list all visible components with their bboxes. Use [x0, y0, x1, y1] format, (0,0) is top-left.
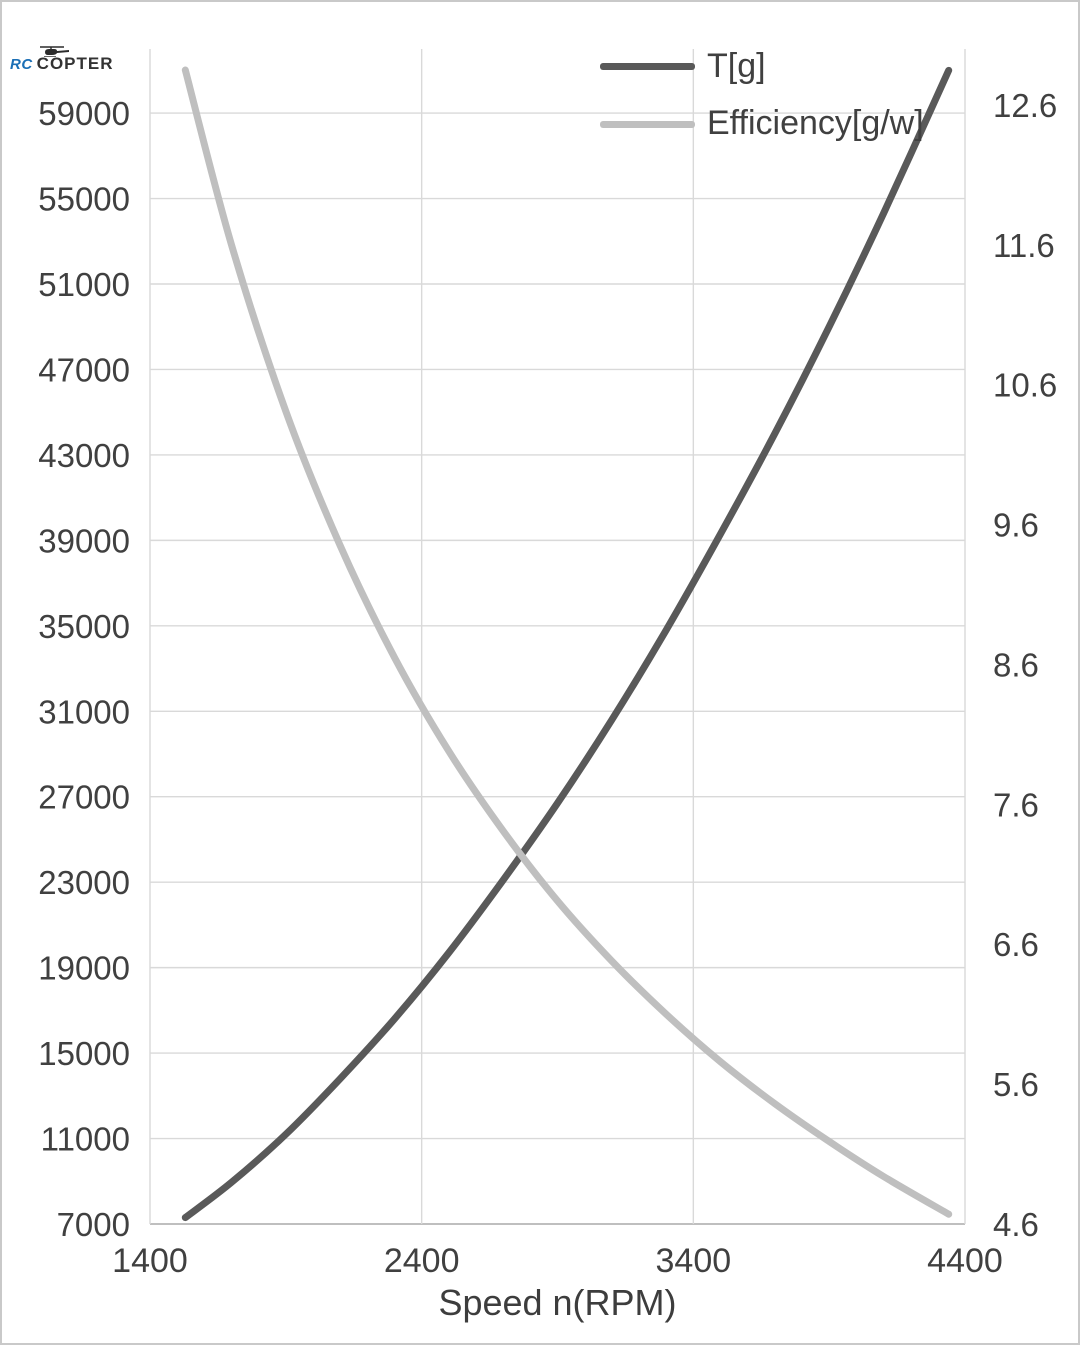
y-right-tick-label: 10.6 — [993, 367, 1057, 404]
y-left-tick-label: 59000 — [38, 95, 130, 132]
series-line-t-g- — [181, 66, 953, 1222]
y-left-tick-label: 27000 — [38, 779, 130, 816]
y-right-tick-label: 12.6 — [993, 87, 1057, 124]
y-left-tick-label: 35000 — [38, 608, 130, 645]
y-right-tick-label: 6.6 — [993, 926, 1039, 963]
y-right-tick-label: 11.6 — [993, 227, 1055, 264]
y-right-tick-label: 8.6 — [993, 646, 1039, 683]
chart-legend: T[g] Efficiency[g/w] — [600, 47, 924, 143]
thrust-line-swatch — [600, 63, 695, 71]
x-tick-label: 2400 — [384, 1242, 460, 1280]
series-line-efficiency-g-w- — [181, 66, 953, 1218]
y-left-tick-label: 39000 — [38, 522, 130, 559]
x-tick-label: 4400 — [927, 1242, 1003, 1280]
y-left-tick-label: 11000 — [41, 1121, 130, 1158]
y-left-tick-label: 7000 — [57, 1206, 130, 1243]
y-left-tick-label: 51000 — [38, 266, 130, 303]
x-tick-label: 1400 — [112, 1242, 188, 1280]
logo-rc-text: RC — [10, 56, 33, 73]
legend-label-thrust: T[g] — [707, 47, 766, 85]
y-left-tick-label: 15000 — [38, 1035, 130, 1072]
efficiency-line-swatch — [600, 120, 695, 128]
y-left-tick-label: 31000 — [38, 693, 130, 730]
logo-copter-label: COPTER — [36, 54, 114, 73]
y-right-tick-label: 4.6 — [993, 1206, 1039, 1243]
y-left-tick-label: 23000 — [38, 864, 130, 901]
y-right-tick-label: 7.6 — [993, 786, 1039, 823]
rc-copter-logo: RC COPTER — [10, 46, 114, 74]
y-left-tick-label: 47000 — [38, 351, 130, 388]
legend-label-efficiency: Efficiency[g/w] — [707, 104, 924, 143]
legend-entry-thrust: T[g] — [600, 47, 924, 85]
x-axis-title: Speed n(RPM) — [438, 1282, 677, 1323]
y-left-tick-label: 55000 — [38, 181, 130, 218]
logo-copter-text: COPTER — [36, 46, 114, 74]
helicopter-icon — [39, 46, 69, 57]
y-left-tick-label: 43000 — [38, 437, 130, 474]
x-tick-label: 3400 — [656, 1242, 732, 1280]
legend-entry-efficiency: Efficiency[g/w] — [600, 104, 924, 143]
y-right-tick-label: 9.6 — [993, 507, 1039, 544]
y-right-tick-label: 5.6 — [993, 1066, 1039, 1103]
y-left-tick-label: 19000 — [38, 950, 130, 987]
